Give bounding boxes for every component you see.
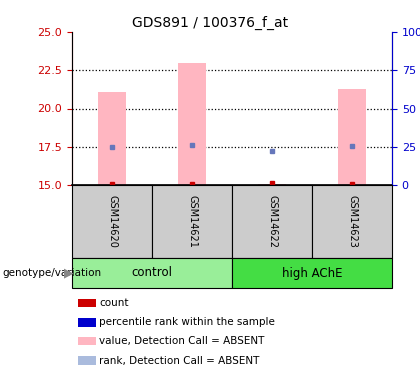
Text: count: count — [99, 298, 129, 308]
Text: genotype/variation: genotype/variation — [2, 268, 101, 278]
Text: GSM14620: GSM14620 — [107, 195, 117, 248]
Text: high AChE: high AChE — [282, 267, 342, 279]
Bar — [72, 185, 152, 258]
Bar — [79, 318, 96, 327]
Bar — [79, 298, 96, 307]
Bar — [232, 258, 392, 288]
Bar — [338, 88, 366, 185]
Text: ▶: ▶ — [63, 267, 73, 279]
Text: GSM14622: GSM14622 — [267, 195, 277, 248]
Text: percentile rank within the sample: percentile rank within the sample — [99, 317, 275, 327]
Bar — [79, 337, 96, 345]
Bar — [98, 92, 126, 185]
Bar — [72, 258, 232, 288]
Text: value, Detection Call = ABSENT: value, Detection Call = ABSENT — [99, 336, 265, 346]
Bar — [232, 185, 312, 258]
Text: GSM14623: GSM14623 — [347, 195, 357, 248]
Bar — [178, 63, 206, 185]
Text: GDS891 / 100376_f_at: GDS891 / 100376_f_at — [132, 16, 288, 30]
Text: rank, Detection Call = ABSENT: rank, Detection Call = ABSENT — [99, 356, 260, 366]
Text: GSM14621: GSM14621 — [187, 195, 197, 248]
Bar — [79, 356, 96, 365]
Bar — [152, 185, 232, 258]
Bar — [258, 184, 286, 185]
Text: control: control — [131, 267, 173, 279]
Bar — [312, 185, 392, 258]
